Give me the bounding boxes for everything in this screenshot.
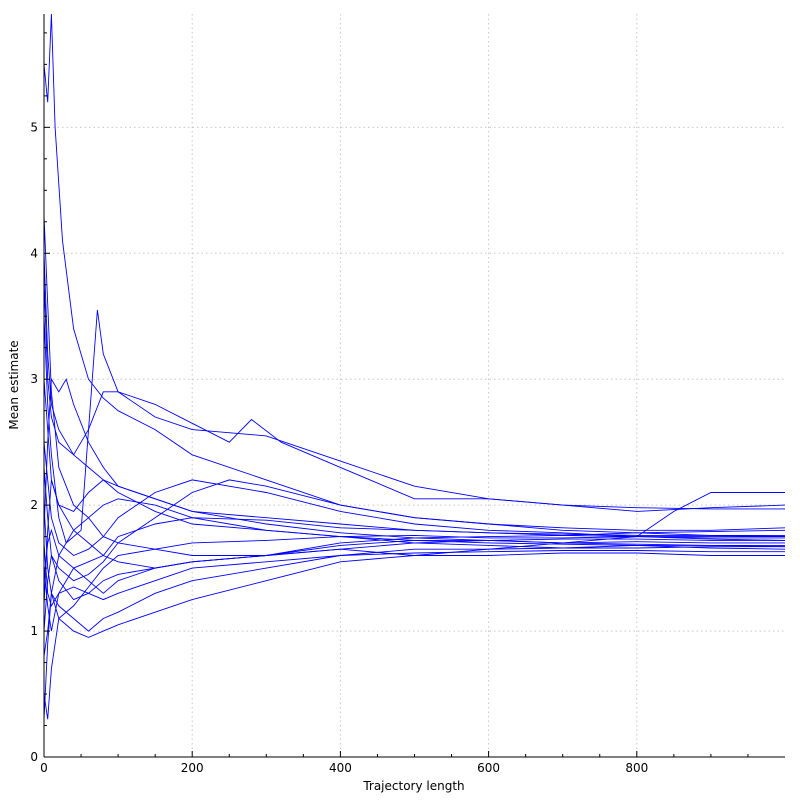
series-line-11 <box>43 505 785 620</box>
axis-layer: 0 200 400 600 800 0 1 2 3 4 5 <box>30 14 785 775</box>
series-line-9 <box>43 377 785 538</box>
series-line-5 <box>43 552 785 720</box>
series-line-2 <box>43 309 785 544</box>
series-line-16 <box>43 278 785 546</box>
x-tick-label: 600 <box>477 761 500 775</box>
series-line-14 <box>43 442 786 557</box>
grid-layer <box>44 14 785 757</box>
y-tick-label: 2 <box>30 498 38 512</box>
series-line-17 <box>43 517 785 581</box>
series-layer <box>43 13 786 720</box>
series-line-12 <box>43 379 786 548</box>
series-line-4 <box>43 492 785 632</box>
y-tick-label: 4 <box>30 246 38 260</box>
y-axis-title: Mean estimate <box>7 340 21 429</box>
series-line-8 <box>43 215 785 556</box>
y-tick-label: 3 <box>30 372 38 386</box>
x-tick-label: 0 <box>40 761 48 775</box>
x-axis-title: Trajectory length <box>362 779 464 793</box>
series-line-3 <box>43 253 786 512</box>
y-tick-label: 1 <box>30 624 38 638</box>
x-tick-label: 200 <box>181 761 204 775</box>
series-line-7 <box>43 467 785 601</box>
y-tick-label: 0 <box>30 750 38 764</box>
series-line-1 <box>43 13 786 538</box>
series-line-13 <box>43 479 786 632</box>
series-line-6 <box>43 544 786 720</box>
series-line-18 <box>43 498 785 657</box>
x-tick-label: 800 <box>625 761 648 775</box>
y-tick-label: 5 <box>30 120 38 134</box>
series-line-15 <box>43 542 785 608</box>
x-tick-label: 400 <box>329 761 352 775</box>
